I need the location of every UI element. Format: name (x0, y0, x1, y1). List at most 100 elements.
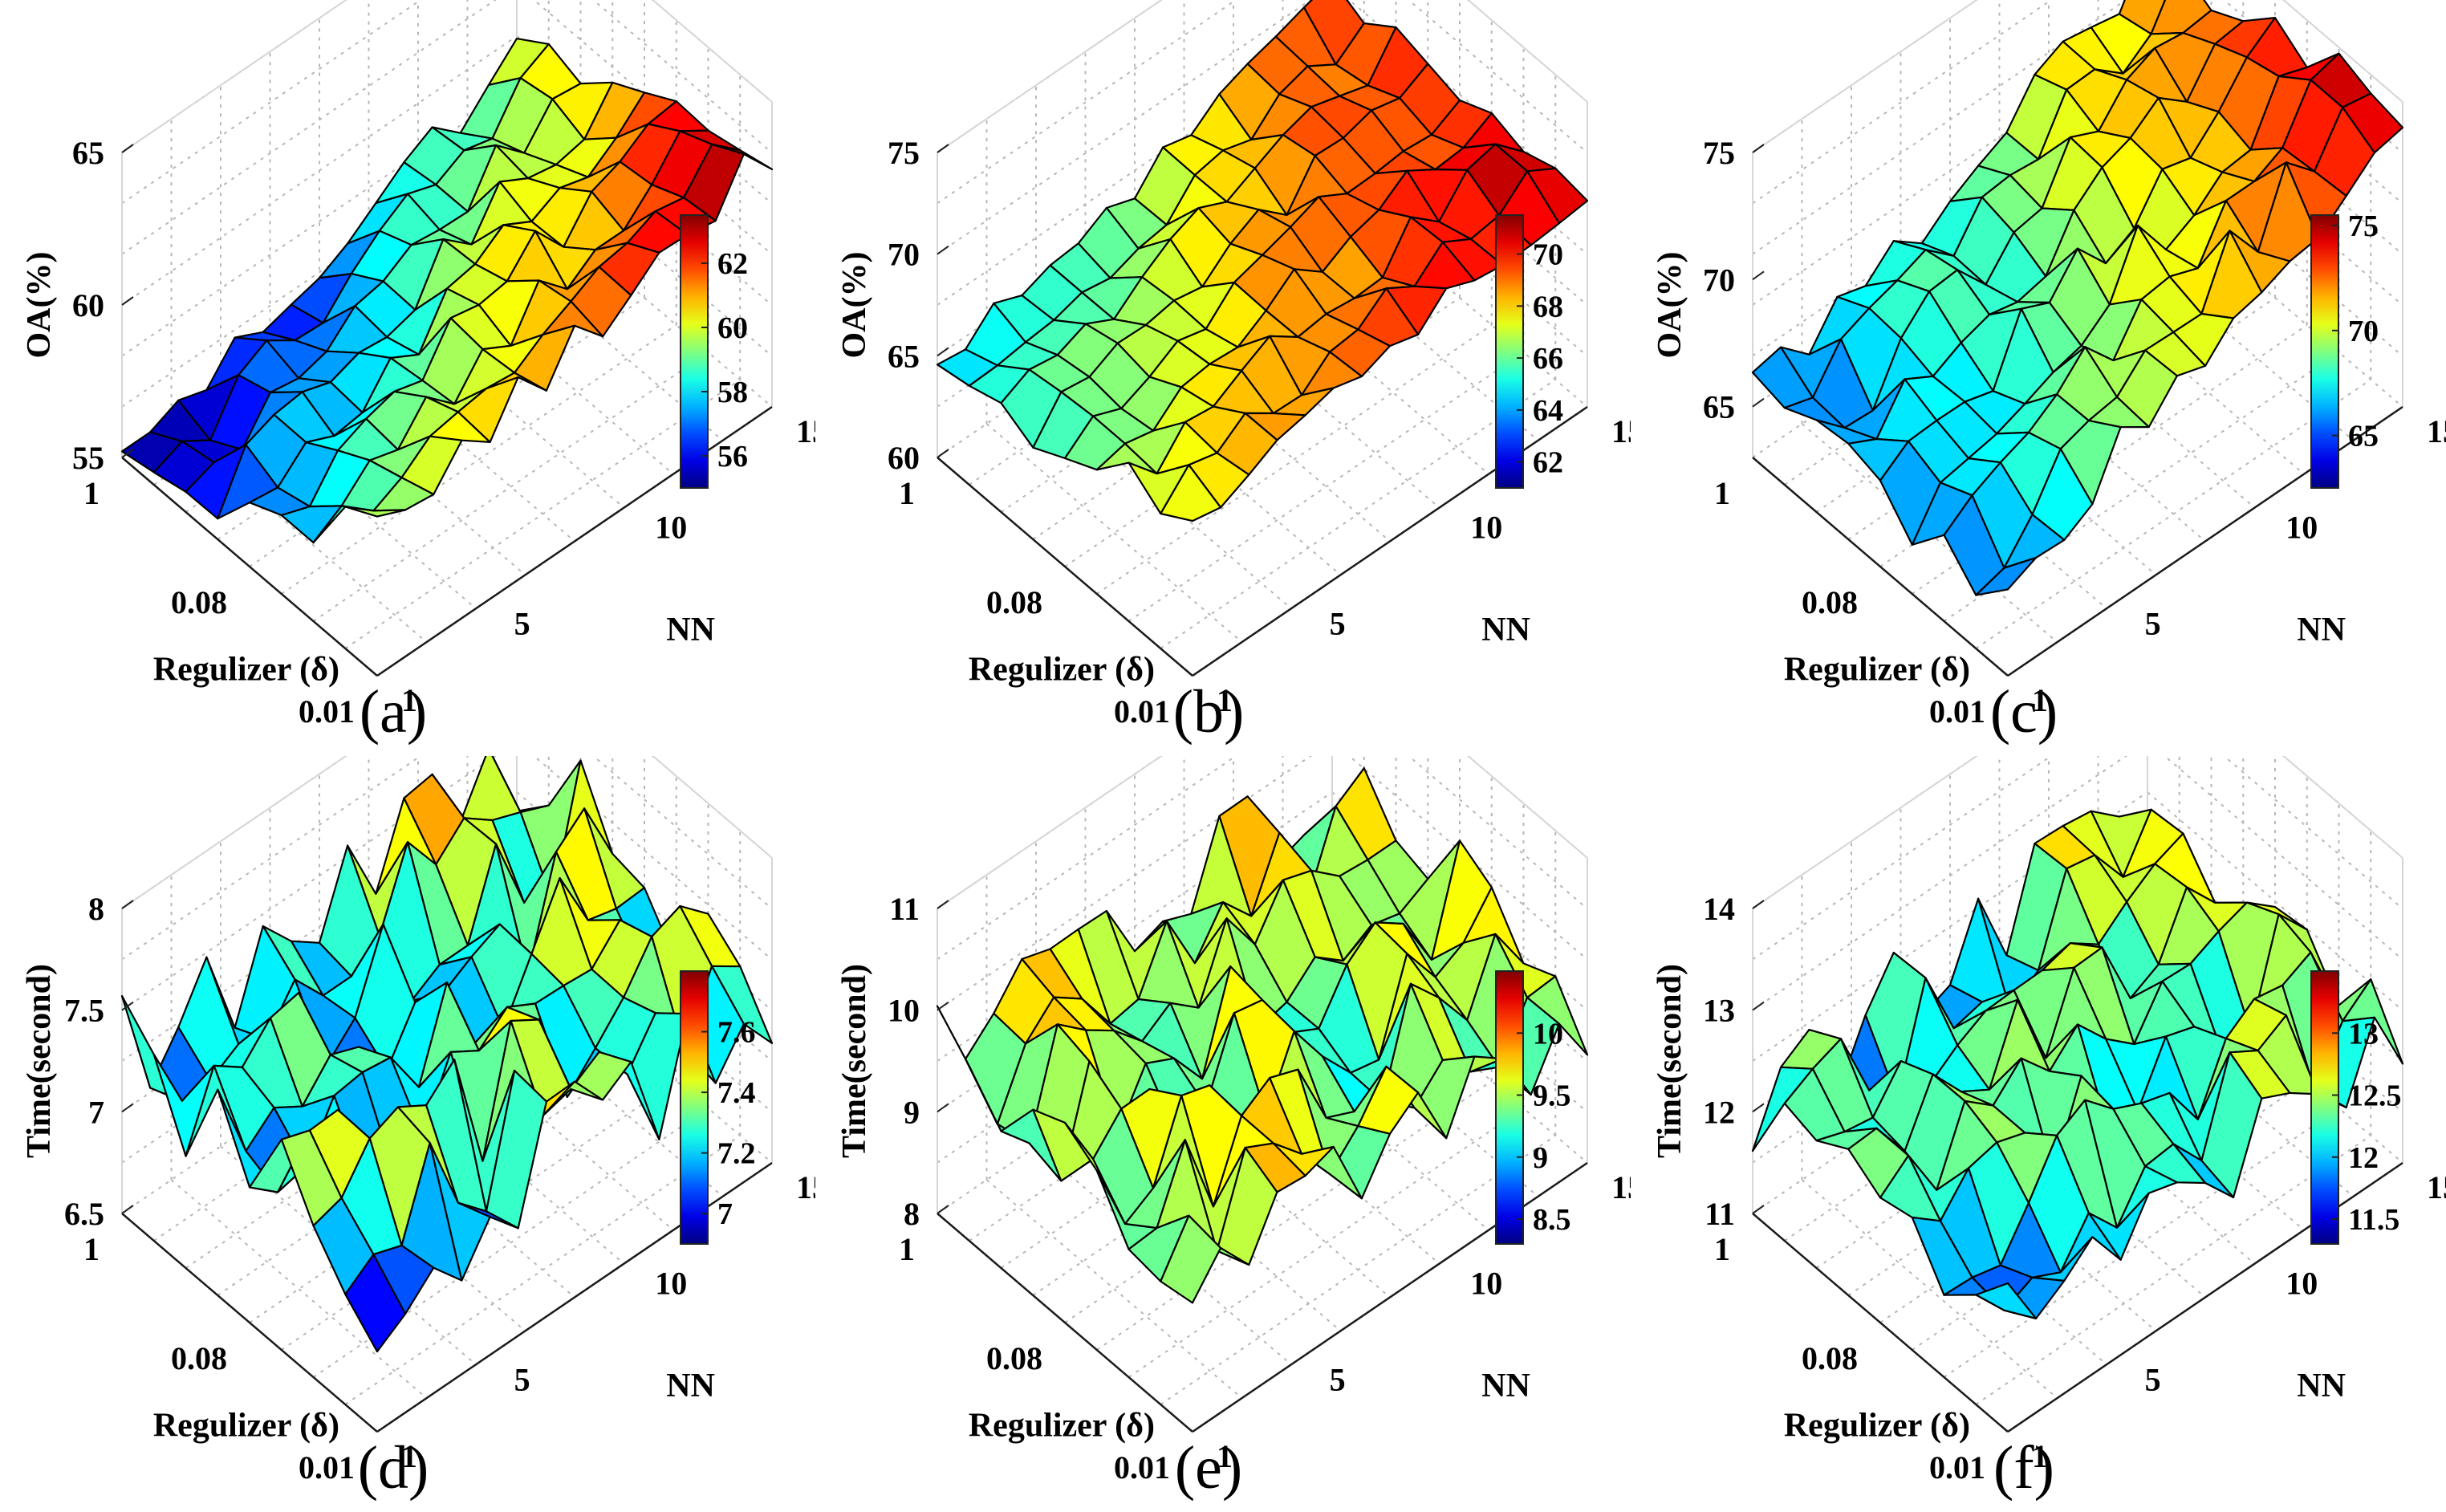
colorbar-b: 62 64 66 68 70 (1495, 214, 1563, 489)
x-tick-label: 0.01 (1114, 693, 1170, 730)
z-tick-label: 65 (72, 135, 104, 171)
y-tick-label: 10 (655, 1266, 687, 1302)
colorbar-tick-label: 13 (2348, 1017, 2379, 1051)
colorbar-tick-label: 75 (2348, 209, 2379, 243)
surface-patch (344, 506, 407, 518)
z-axis-label: Time(second) (1652, 964, 1688, 1158)
x-tick-label: 0.08 (1802, 584, 1858, 620)
colorbar-tick-label: 66 (1533, 342, 1563, 376)
colorbar-f: 11.5 12 12.5 13 (2310, 970, 2402, 1245)
colorbar-d: 7 7.2 7.4 7.6 (680, 970, 756, 1245)
y-tick-label: 1 (401, 1438, 417, 1474)
z-tick-label: 70 (1703, 262, 1735, 298)
colorbar-tick-label: 70 (2348, 315, 2379, 348)
colorbar-tick-label: 64 (1533, 394, 1563, 428)
y-tick-label: 10 (655, 510, 687, 546)
z-axis-label: OA(%) (836, 252, 873, 359)
panel-d: 6.577.5810.080.01151015Time(second)Regul… (0, 756, 815, 1512)
y-tick-label: 1 (2032, 682, 2048, 718)
surface-a (120, 37, 774, 544)
colorbar-tick-label: 62 (717, 247, 748, 281)
panel-f: 1112131410.080.01151015Time(second)Regul… (1631, 756, 2446, 1512)
axes-d: 6.577.5810.080.01151015Time(second)Regul… (21, 891, 815, 1486)
colorbar-tick-label: 62 (1533, 446, 1563, 480)
z-tick-label: 12 (1703, 1094, 1735, 1130)
z-tick-label: 75 (1703, 135, 1735, 171)
z-axis-label: Time(second) (836, 964, 873, 1158)
surface-patch (344, 1253, 407, 1353)
panel-caption: (d) (358, 1434, 429, 1502)
y-tick-label: 1 (2032, 1438, 2048, 1474)
x-tick-label: 1 (899, 1231, 915, 1267)
panel-caption: (f) (1993, 1434, 2054, 1502)
surface-plot-f: 1112131410.080.01151015Time(second)Regul… (1652, 756, 2446, 1502)
x-tick-label: 0.01 (299, 693, 355, 730)
y-axis-label: NN (1481, 612, 1530, 648)
z-tick-label: 65 (888, 338, 920, 374)
x-axis-label: Regulizer (δ) (1784, 1408, 1970, 1445)
panel-caption: (e) (1175, 1434, 1242, 1502)
z-tick-label: 60 (72, 287, 104, 323)
y-tick-label: 5 (1330, 1361, 1346, 1397)
colorbar-a: 56 58 60 62 (680, 214, 748, 489)
x-tick-label: 0.08 (171, 584, 227, 620)
y-axis-label: NN (2297, 612, 2346, 648)
y-tick-label: 5 (514, 605, 530, 641)
colorbar-tick-label: 56 (717, 440, 748, 474)
colorbar-gradient (680, 214, 709, 489)
surface-patch (1975, 556, 2038, 596)
y-tick-label: 1 (1217, 682, 1233, 718)
surface-b (936, 0, 1589, 522)
surface-f (1751, 808, 2404, 1320)
axes-f: 1112131410.080.01151015Time(second)Regul… (1652, 891, 2446, 1486)
colorbar-gradient (2310, 970, 2339, 1245)
colorbar-gradient (1495, 214, 1524, 489)
colorbar-tick-label: 12 (2348, 1141, 2379, 1175)
colorbar-tick-label: 58 (717, 376, 748, 409)
y-tick-label: 15 (2427, 413, 2446, 449)
colorbar-tick-label: 10 (1533, 1017, 1563, 1051)
x-tick-label: 1 (83, 475, 100, 511)
x-tick-label: 0.08 (171, 1340, 227, 1376)
x-tick-label: 0.01 (1929, 693, 1985, 730)
colorbar-tick-label: 65 (2348, 420, 2379, 453)
z-tick-label: 9 (904, 1094, 920, 1130)
surface-d (120, 756, 774, 1353)
panel-caption: (a) (360, 678, 427, 746)
colorbar-gradient (680, 970, 709, 1245)
colorbar-tick-label: 7 (717, 1197, 733, 1231)
x-axis-label: Regulizer (δ) (1784, 652, 1970, 689)
z-tick-label: 14 (1703, 891, 1735, 927)
y-tick-label: 15 (796, 1169, 815, 1205)
z-tick-label: 8 (904, 1196, 920, 1232)
x-axis-label: Regulizer (δ) (153, 1408, 339, 1445)
x-tick-label: 0.01 (1929, 1449, 1985, 1486)
colorbar-tick-label: 7.2 (717, 1137, 756, 1171)
y-tick-label: 5 (2145, 1361, 2161, 1397)
panel-caption: (b) (1173, 678, 1245, 746)
y-axis-label: NN (666, 1368, 715, 1404)
surface-patch (1160, 1214, 1222, 1304)
x-tick-label: 0.01 (299, 1449, 355, 1486)
surface-patch (1975, 1282, 2038, 1320)
y-tick-label: 15 (2427, 1169, 2446, 1205)
z-tick-label: 10 (888, 993, 920, 1029)
x-tick-label: 1 (1714, 475, 1730, 511)
z-tick-label: 8 (88, 891, 104, 927)
y-tick-label: 15 (1611, 1169, 1631, 1205)
z-tick-label: 6.5 (64, 1196, 104, 1232)
axes-e: 89101110.080.01151015Time(second)Reguliz… (836, 891, 1631, 1486)
y-tick-label: 5 (514, 1361, 530, 1397)
colorbar-c: 65 70 75 (2310, 209, 2379, 489)
y-tick-label: 10 (1470, 510, 1502, 546)
x-tick-label: 0.01 (1114, 1449, 1170, 1486)
x-axis-label: Regulizer (δ) (969, 1408, 1155, 1445)
z-tick-label: 11 (889, 891, 920, 927)
y-tick-label: 1 (401, 682, 417, 718)
colorbar-tick-label: 70 (1533, 238, 1563, 272)
